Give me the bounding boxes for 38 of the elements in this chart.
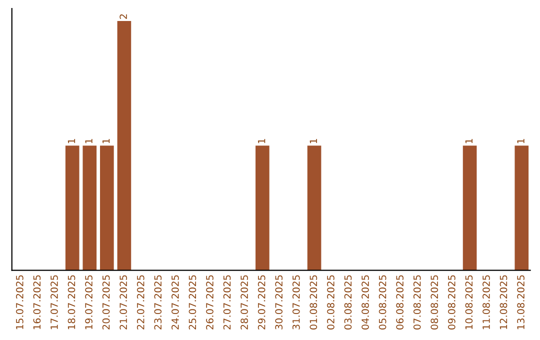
x-tick-label: 21.07.2025: [120, 275, 128, 330]
x-tick-label: 11.08.2025: [482, 275, 490, 330]
data-label: 2: [120, 14, 127, 19]
x-tick-label: 08.08.2025: [430, 275, 438, 330]
x-tick-label: 24.07.2025: [172, 275, 179, 330]
data-label: 1: [310, 138, 317, 144]
data-label: 1: [258, 138, 266, 144]
x-tick-label: 02.08.2025: [327, 275, 334, 330]
x-tick-label: 09.08.2025: [448, 275, 456, 330]
x-tick-label: 16.07.2025: [33, 275, 41, 330]
x-tick-label: 07.08.2025: [413, 275, 421, 330]
x-tick-label: 18.07.2025: [68, 275, 76, 330]
data-label: 1: [465, 138, 472, 144]
x-tick-label: 26.07.2025: [206, 275, 214, 330]
x-tick-label: 13.08.2025: [517, 275, 524, 330]
x-tick-label: 03.08.2025: [344, 275, 352, 330]
x-tick-label: 28.07.2025: [240, 275, 248, 330]
x-tick-label: 27.07.2025: [223, 275, 231, 330]
x-tick-label: 17.07.2025: [50, 275, 58, 330]
data-label: 1: [85, 138, 92, 144]
x-tick-label: 19.07.2025: [85, 275, 92, 330]
x-tick-label: 31.07.2025: [292, 275, 300, 330]
x-tick-label: 12.08.2025: [500, 275, 508, 330]
x-tick-label: 20.07.2025: [102, 275, 110, 330]
x-tick-label: 25.07.2025: [188, 275, 196, 330]
data-label: 1: [517, 138, 524, 144]
data-label: 1: [102, 138, 110, 144]
x-tick-label: 10.08.2025: [465, 275, 473, 330]
data-label: 1: [68, 138, 76, 144]
x-tick-label: 22.07.2025: [136, 275, 144, 330]
x-tick-label: 06.08.2025: [396, 275, 404, 330]
x-tick-label: 15.07.2025: [16, 275, 24, 330]
x-tick-label: 05.08.2025: [378, 275, 386, 330]
x-tick-label: 29.07.2025: [258, 275, 266, 330]
x-tick-label: 01.08.2025: [310, 275, 318, 330]
x-tick-label: 04.08.2025: [362, 275, 369, 330]
x-tick-label: 30.07.2025: [275, 275, 283, 330]
x-tick-label: 23.07.2025: [154, 275, 162, 330]
